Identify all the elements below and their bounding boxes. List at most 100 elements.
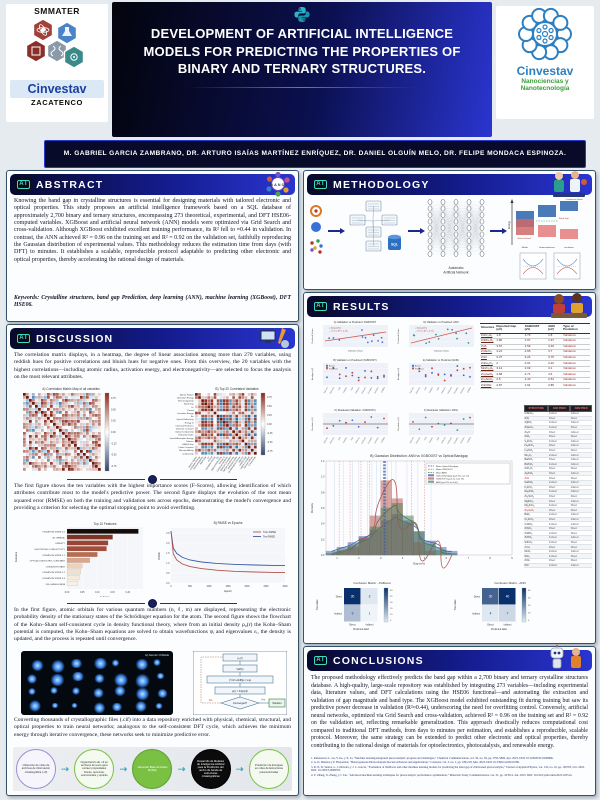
svg-text:1.5: 1.5 — [166, 553, 170, 555]
correlation-heatmap-top20: B) Top 20 Correlated Variables Atomic Rad… — [169, 387, 273, 473]
svg-text:-0.75: -0.75 — [267, 450, 273, 453]
svg-text:Period: Period — [207, 455, 213, 462]
mini-scatter-plot: F) Residuals (Validation: ANN) Residuals … — [398, 409, 474, 444]
table-cell: 3.75 — [547, 355, 563, 362]
table-cell: Direct — [548, 486, 571, 491]
table-cell: Indirect — [548, 564, 571, 569]
svg-text:0.4: 0.4 — [321, 522, 325, 526]
svg-text:Direct: Direct — [336, 596, 343, 599]
svg-text:ZnCr₂O₄: ZnCr₂O₄ — [324, 437, 329, 444]
reference-item: 1. References: L. Ge, Y. Ke, y X. Li, “M… — [311, 756, 554, 760]
table-cell: ZnO — [524, 476, 549, 481]
svg-text:40: 40 — [506, 595, 510, 599]
table-cell: Indirect — [548, 536, 571, 541]
svg-text:-0.25: -0.25 — [267, 432, 273, 435]
svg-text:0.75: 0.75 — [267, 396, 272, 399]
svg-text:ZnSnO₃: ZnSnO₃ — [429, 387, 434, 394]
table-row: ZnSO₄ Direct Direct — [524, 526, 592, 532]
table-cell: 2.65 — [523, 349, 548, 356]
table-cell: Direct — [570, 435, 592, 440]
table-cell: Indirect — [548, 504, 571, 509]
svg-text:SQL: SQL — [391, 243, 398, 247]
svg-text:Epoch: Epoch — [224, 589, 232, 593]
svg-text:40: 40 — [528, 590, 531, 592]
table-cell: Indirect — [570, 550, 592, 555]
discussion-header: AI DISCUSSION — [10, 328, 295, 349]
svg-text:Confusion Matrix - ANN: Confusion Matrix - ANN — [494, 581, 525, 585]
table-row: SrZnO₂ Indirect Direct — [524, 540, 592, 546]
ai-chip-icon: AI — [16, 331, 31, 346]
band-type-table: STRUCTURE XGB PRED ANN PRED CdSnO₃ Indirect I… — [524, 405, 592, 569]
section-divider — [67, 475, 237, 484]
authors-text: M. GABRIEL GARCIA ZAMBRANO, DR. ARTURO I… — [63, 150, 567, 158]
table-cell: Direct — [548, 499, 571, 504]
svg-text:F) Residuals (Validation: ANN): F) Residuals (Validation: ANN) — [424, 409, 458, 412]
svg-text:Conduction Band: Conduction Band — [566, 198, 584, 201]
discussion-panel: AI DISCUSSION The correlation matrix dis… — [6, 324, 299, 796]
table-cell: Direct — [570, 426, 592, 431]
svg-text:Optical Absorption Energy: Optical Absorption Energy — [169, 437, 194, 440]
table-cell: AgNO₃ — [524, 421, 549, 426]
methodology-header: AI METHODOLOGY — [307, 171, 592, 197]
svg-text:4: 4 — [402, 556, 404, 560]
svg-text:ρ(r) = Σᵢ|ψᵢ(r)|²: ρ(r) = Σᵢ|ψᵢ(r)|² — [232, 689, 248, 693]
table-cell: Indirect — [570, 522, 592, 527]
svg-text:0.0: 0.0 — [321, 553, 325, 557]
table-cell: Direct — [570, 495, 592, 500]
svg-text:Indirect: Indirect — [472, 613, 480, 616]
table-cell: Indirect — [548, 463, 571, 468]
svg-text:OPTICAL DIELECTRIC CONSTANT: OPTICAL DIELECTRIC CONSTANT — [30, 560, 66, 563]
table-cell: Indirect — [570, 440, 592, 445]
svg-text:Energy: Energy — [507, 220, 511, 229]
column-header: Reported Gap (eV) — [495, 323, 524, 334]
table-cell: Zn₂O — [524, 430, 549, 435]
svg-text:Residuals (eV): Residuals (eV) — [398, 417, 400, 430]
feature-importance-bar-chart: Top 10 Features 0.00 0.05 0.10 0.15 0.20 OXIDA… — [14, 522, 143, 597]
ai-chip-icon: AI — [16, 177, 31, 192]
svg-text:1.0: 1.0 — [321, 475, 325, 479]
table-cell: CaZnO₂ — [524, 481, 549, 486]
flow-arrow-icon: ⇢ — [61, 763, 69, 774]
svg-text:ZnO: ZnO — [437, 436, 441, 441]
discussion-p2: The first figure shows the ten variables… — [14, 483, 291, 511]
svg-text:Top 10 Features: Top 10 Features — [93, 522, 116, 526]
table-cell: Direct — [570, 467, 592, 472]
column-header: STRUCTURE — [524, 405, 549, 412]
table-cell: ZnMn₂O₄ — [480, 338, 496, 345]
svg-text:— Fit line (R² = 0.92): — Fit line (R² = 0.92) — [415, 330, 434, 333]
svg-text:0.00: 0.00 — [111, 431, 116, 434]
table-cell: Indirect — [548, 421, 571, 426]
svg-text:CELL ANGLE BETA: CELL ANGLE BETA — [46, 583, 66, 586]
table-cell: Direct — [570, 527, 592, 532]
svg-text:0.2: 0.2 — [321, 537, 325, 541]
table-row: ZnGeO₃ Indirect Direct — [524, 425, 592, 431]
table-row: NiO Indirect Indirect — [524, 563, 592, 569]
table-row: Zn₂GeO₄ 4.68 4.71 4.6 Validation — [480, 371, 590, 378]
table-cell: Direct — [548, 435, 571, 440]
svg-text:25: 25 — [390, 596, 393, 598]
svg-text:2000: 2000 — [244, 586, 250, 588]
table-cell: Indirect — [570, 444, 592, 449]
table-cell: 4.68 — [495, 371, 524, 378]
svg-text:Valence: Valence — [186, 441, 194, 443]
table-cell: Validation — [562, 344, 590, 351]
svg-text:Validation Values: Validation Values — [434, 350, 449, 353]
table-cell: Direct — [548, 545, 571, 550]
svg-text:Direct: Direct — [487, 624, 494, 627]
svg-text:Optical Conductivity: Optical Conductivity — [175, 431, 194, 434]
svg-text:Mean ANN: Mean ANN — [436, 471, 447, 474]
table-cell: Direct — [548, 449, 571, 454]
svg-text:Indirect: Indirect — [366, 624, 374, 627]
svg-text:0.10: 0.10 — [95, 592, 100, 594]
kohn-sham-flowchart: ρ₀(r) Veff(r) [-½∇²+Veff]ψᵢ = εᵢψᵢ ρ(r) = Σ… — [193, 651, 287, 715]
svg-text:Energy G: Energy G — [185, 421, 194, 424]
discussion-p4: Converting thousands of crystallographic… — [14, 717, 291, 738]
svg-text:Ea: Ea — [216, 456, 220, 460]
svg-text:True label: True label — [316, 599, 319, 610]
nanotecnologia-label: Nanotecnología — [520, 85, 570, 93]
svg-text:B) Gaussian Distribution: ANN: B) Gaussian Distribution: ANN vs XGBOOST… — [370, 454, 468, 458]
table-cell: Zn₂GeO₄ — [524, 508, 549, 514]
table-cell: 3.67 — [495, 344, 524, 351]
table-cell: Validation — [562, 377, 590, 384]
table-cell: Validation — [562, 371, 590, 378]
